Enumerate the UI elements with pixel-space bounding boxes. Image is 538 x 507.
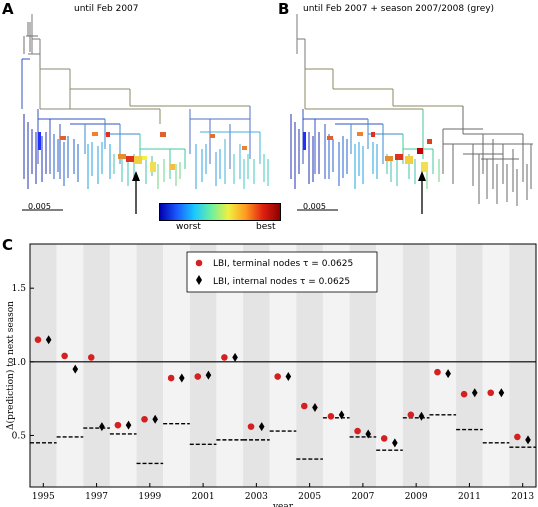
- season-bands: [30, 244, 536, 487]
- lbi-prediction-chart: 0.5 1.0 1.5 1995 1997 1999 2001 2003 2005 2007 20…: [5, 243, 537, 507]
- terminal-node-point: [247, 423, 255, 430]
- x-axis-ticks: 1995 1997 1999 2001 2003 2005 2007 2009 2011 2013: [32, 483, 534, 502]
- internal-node-point: [99, 422, 105, 432]
- x-tick-label: 2013: [511, 492, 534, 502]
- season-band: [136, 244, 164, 487]
- terminal-node-point: [487, 389, 495, 397]
- scale-bar-label-b: 0.005: [303, 202, 326, 211]
- panel-a-label: A: [2, 0, 14, 18]
- season-band: [429, 244, 457, 487]
- terminal-node-point: [354, 427, 361, 435]
- internal-node-point: [498, 388, 505, 398]
- terminal-node-point: [34, 336, 42, 344]
- season-band: [376, 244, 403, 487]
- season-band: [109, 244, 137, 487]
- y-axis-ticks: 0.5 1.0 1.5: [12, 284, 34, 441]
- season-band: [83, 244, 110, 487]
- y-tick-label: 1.5: [12, 284, 27, 294]
- terminal-node-point: [194, 373, 202, 380]
- internal-node-point: [365, 429, 372, 439]
- tree-b-svg: [290, 14, 533, 214]
- legend-box: [186, 251, 378, 293]
- season-band: [30, 244, 57, 487]
- terminal-node-point: [167, 374, 175, 382]
- season-band: [163, 244, 190, 487]
- internal-node-point: [338, 410, 345, 420]
- internal-node-point: [312, 402, 318, 412]
- panel-a-caption: until Feb 2007: [74, 4, 139, 14]
- internal-node-point: [525, 435, 531, 445]
- terminal-node-point: [141, 415, 148, 423]
- terminal-node-point: [221, 354, 228, 361]
- scale-bar-label-a: 0.005: [28, 202, 51, 211]
- terminal-node-point: [460, 390, 468, 398]
- terminal-node-point: [514, 433, 521, 441]
- phylogenetic-tree-b: [283, 14, 538, 214]
- x-tick-label: 2011: [458, 492, 481, 502]
- internal-node-point: [72, 364, 79, 374]
- x-tick-label: 2001: [192, 492, 215, 502]
- colorbar-high-label: best: [256, 222, 276, 232]
- season-band: [456, 244, 483, 487]
- internal-node-point: [152, 414, 158, 424]
- phylogenetic-tree-a: [10, 14, 275, 214]
- internal-node-point: [418, 411, 425, 421]
- data-points: [34, 335, 531, 448]
- season-band: [56, 244, 84, 487]
- panel-c-label: C: [2, 236, 14, 254]
- internal-node-point: [285, 372, 292, 382]
- legend: LBI, terminal nodes τ = 0.0625 LBI, inte…: [186, 251, 378, 293]
- best-possible-dashes: [30, 414, 536, 465]
- internal-node-point: [232, 352, 238, 362]
- internal-node-point: [392, 438, 398, 448]
- terminal-node-point: [407, 411, 415, 419]
- x-tick-label: 1995: [32, 492, 55, 502]
- x-tick-label: 1999: [138, 492, 161, 502]
- y-tick-label: 1.0: [12, 358, 27, 368]
- panel-b-caption: until Feb 2007 + season 2007/2008 (grey): [303, 4, 495, 14]
- legend-terminal-label: LBI, terminal nodes τ = 0.0625: [213, 259, 353, 269]
- terminal-node-point: [274, 373, 281, 380]
- internal-node-point: [471, 388, 478, 398]
- terminal-node-point: [61, 352, 68, 360]
- x-axis-label: year: [272, 502, 294, 507]
- legend-diamond-marker: [196, 275, 202, 285]
- internal-node-point: [258, 422, 265, 432]
- y-tick-label: 0.5: [12, 431, 27, 441]
- legend-internal-label: LBI, internal nodes τ = 0.0625: [213, 277, 350, 287]
- internal-node-point: [205, 370, 212, 380]
- legend-circle-marker: [195, 259, 203, 267]
- terminal-node-point: [301, 402, 308, 410]
- x-tick-label: 2009: [405, 492, 428, 502]
- panel-b-label: B: [278, 0, 290, 18]
- internal-node-point: [179, 373, 185, 383]
- tree-a-svg: [21, 14, 269, 214]
- terminal-node-point: [380, 435, 388, 442]
- internal-node-point: [45, 335, 52, 345]
- terminal-node-point: [327, 413, 335, 420]
- x-tick-label: 2003: [245, 492, 268, 502]
- colorbar: [159, 203, 281, 221]
- internal-node-point: [445, 369, 451, 379]
- internal-node-point: [125, 420, 132, 430]
- season-band: [482, 244, 510, 487]
- y-axis-label: Δ(prediction) to next season: [5, 301, 16, 430]
- x-tick-label: 1997: [85, 492, 108, 502]
- x-tick-label: 2005: [298, 492, 321, 502]
- colorbar-low-label: worst: [176, 222, 201, 232]
- terminal-node-point: [114, 421, 122, 429]
- x-tick-label: 2007: [351, 492, 374, 502]
- season-band: [402, 244, 430, 487]
- terminal-node-point: [434, 368, 441, 376]
- plot-frame: [29, 243, 537, 488]
- terminal-node-point: [87, 354, 95, 361]
- season-band: [509, 244, 536, 487]
